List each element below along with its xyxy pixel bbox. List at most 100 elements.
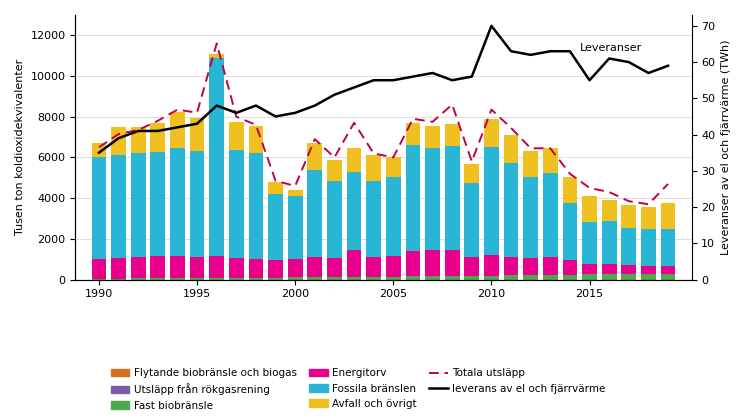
Bar — [484, 147, 499, 255]
Bar — [465, 276, 479, 279]
Bar — [229, 122, 244, 150]
Legend: Flytande biobränsle och biogas, Utsläpp från rökgasrening, Fast biobränsle, Ener: Flytande biobränsle och biogas, Utsläpp … — [107, 365, 609, 414]
Bar — [248, 259, 263, 278]
Bar — [269, 278, 283, 279]
Bar — [621, 205, 636, 228]
Bar — [621, 228, 636, 265]
Bar — [229, 258, 244, 278]
Bar — [386, 177, 401, 256]
Bar — [602, 221, 616, 264]
Bar — [347, 277, 361, 279]
Bar — [562, 260, 577, 274]
Bar — [661, 229, 675, 266]
Bar — [248, 153, 263, 259]
Bar — [425, 148, 440, 250]
Bar — [504, 135, 518, 163]
Bar — [465, 256, 479, 276]
Bar — [445, 250, 460, 276]
Bar — [406, 251, 420, 277]
Bar — [465, 183, 479, 256]
Bar — [111, 127, 126, 155]
Bar — [327, 160, 342, 181]
Bar — [582, 274, 597, 279]
Bar — [170, 278, 185, 279]
Bar — [229, 278, 244, 279]
Bar — [484, 255, 499, 276]
Bar — [151, 256, 165, 278]
Bar — [366, 155, 381, 181]
Y-axis label: Leveranser av el och fjärrvärme (TWh): Leveranser av el och fjärrvärme (TWh) — [721, 39, 731, 255]
Bar — [582, 264, 597, 274]
Bar — [445, 124, 460, 146]
Bar — [582, 222, 597, 264]
Bar — [347, 172, 361, 250]
Bar — [131, 257, 145, 278]
Bar — [189, 278, 204, 279]
Bar — [406, 277, 420, 279]
Bar — [425, 276, 440, 279]
Bar — [307, 257, 322, 277]
Text: Leveranser: Leveranser — [580, 43, 642, 53]
Bar — [131, 153, 145, 257]
Bar — [562, 204, 577, 260]
Bar — [661, 203, 675, 229]
Bar — [641, 274, 656, 279]
Bar — [524, 151, 538, 177]
Bar — [504, 275, 518, 279]
Bar — [386, 256, 401, 277]
Bar — [92, 143, 107, 158]
Bar — [92, 158, 107, 259]
Bar — [269, 194, 283, 260]
Bar — [151, 278, 165, 279]
Bar — [484, 119, 499, 147]
Bar — [111, 155, 126, 258]
Bar — [366, 256, 381, 277]
Bar — [189, 257, 204, 278]
Bar — [543, 275, 558, 279]
Bar — [307, 143, 322, 170]
Bar — [307, 277, 322, 279]
Bar — [425, 126, 440, 148]
Bar — [406, 123, 420, 145]
Bar — [151, 152, 165, 256]
Y-axis label: Tusen ton koldioxidekvivalenter: Tusen ton koldioxidekvivalenter — [15, 59, 25, 235]
Bar — [170, 256, 185, 278]
Bar — [347, 148, 361, 172]
Bar — [445, 146, 460, 250]
Bar — [269, 260, 283, 278]
Bar — [562, 274, 577, 279]
Bar — [327, 258, 342, 277]
Bar — [484, 276, 499, 279]
Bar — [288, 259, 303, 277]
Bar — [288, 277, 303, 279]
Bar — [504, 163, 518, 257]
Bar — [602, 274, 616, 279]
Bar — [602, 264, 616, 274]
Bar — [288, 190, 303, 196]
Bar — [170, 148, 185, 256]
Bar — [131, 278, 145, 279]
Bar — [366, 277, 381, 279]
Bar — [425, 250, 440, 276]
Bar — [288, 196, 303, 259]
Bar — [210, 278, 224, 279]
Bar — [562, 177, 577, 204]
Bar — [504, 257, 518, 275]
Bar — [543, 147, 558, 173]
Bar — [641, 266, 656, 274]
Bar — [327, 277, 342, 279]
Bar — [111, 258, 126, 279]
Bar — [661, 274, 675, 279]
Bar — [524, 177, 538, 258]
Bar — [210, 58, 224, 256]
Bar — [445, 276, 460, 279]
Bar — [189, 151, 204, 257]
Bar — [543, 173, 558, 256]
Bar — [602, 200, 616, 221]
Bar — [210, 256, 224, 278]
Bar — [210, 54, 224, 58]
Bar — [229, 150, 244, 258]
Bar — [621, 265, 636, 274]
Bar — [366, 181, 381, 256]
Bar — [621, 274, 636, 279]
